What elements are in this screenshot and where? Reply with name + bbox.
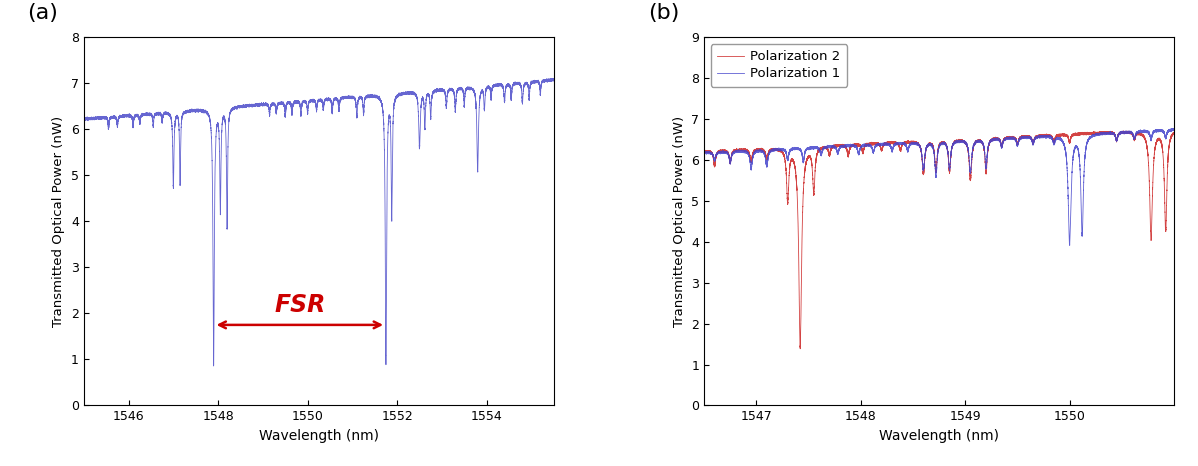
Polarization 1 (1063, 243, 1077, 248)
Polarization 1 (697, 149, 712, 155)
Polarization 1 (1105, 130, 1119, 136)
Polarization 2 (810, 152, 824, 158)
Y-axis label: Transmitted Optical Power (nW): Transmitted Optical Power (nW) (53, 116, 66, 327)
Y-axis label: Transmitted Optical Power (nW): Transmitted Optical Power (nW) (673, 116, 685, 327)
Polarization 2 (1167, 130, 1181, 135)
Polarization 2 (1105, 130, 1119, 136)
Polarization 2 (793, 346, 807, 351)
X-axis label: Wavelength (nm): Wavelength (nm) (259, 429, 379, 443)
Line: Polarization 2: Polarization 2 (704, 131, 1174, 349)
Text: (b): (b) (648, 2, 679, 22)
Polarization 2 (697, 148, 712, 154)
Polarization 2 (945, 142, 960, 148)
X-axis label: Wavelength (nm): Wavelength (nm) (879, 429, 999, 443)
Polarization 2 (800, 156, 815, 161)
Line: Polarization 1: Polarization 1 (704, 129, 1174, 246)
Polarization 1 (1164, 126, 1179, 131)
Text: (a): (a) (28, 2, 59, 22)
Polarization 1 (810, 145, 824, 151)
Polarization 2 (712, 149, 726, 155)
Legend: Polarization 2, Polarization 1: Polarization 2, Polarization 1 (710, 44, 847, 87)
Polarization 1 (749, 150, 763, 155)
Polarization 1 (945, 142, 960, 148)
Polarization 1 (1167, 126, 1181, 132)
Polarization 1 (712, 150, 726, 155)
Polarization 1 (800, 146, 815, 151)
Text: FSR: FSR (274, 293, 326, 316)
Polarization 2 (749, 148, 763, 153)
Polarization 2 (1117, 128, 1131, 134)
